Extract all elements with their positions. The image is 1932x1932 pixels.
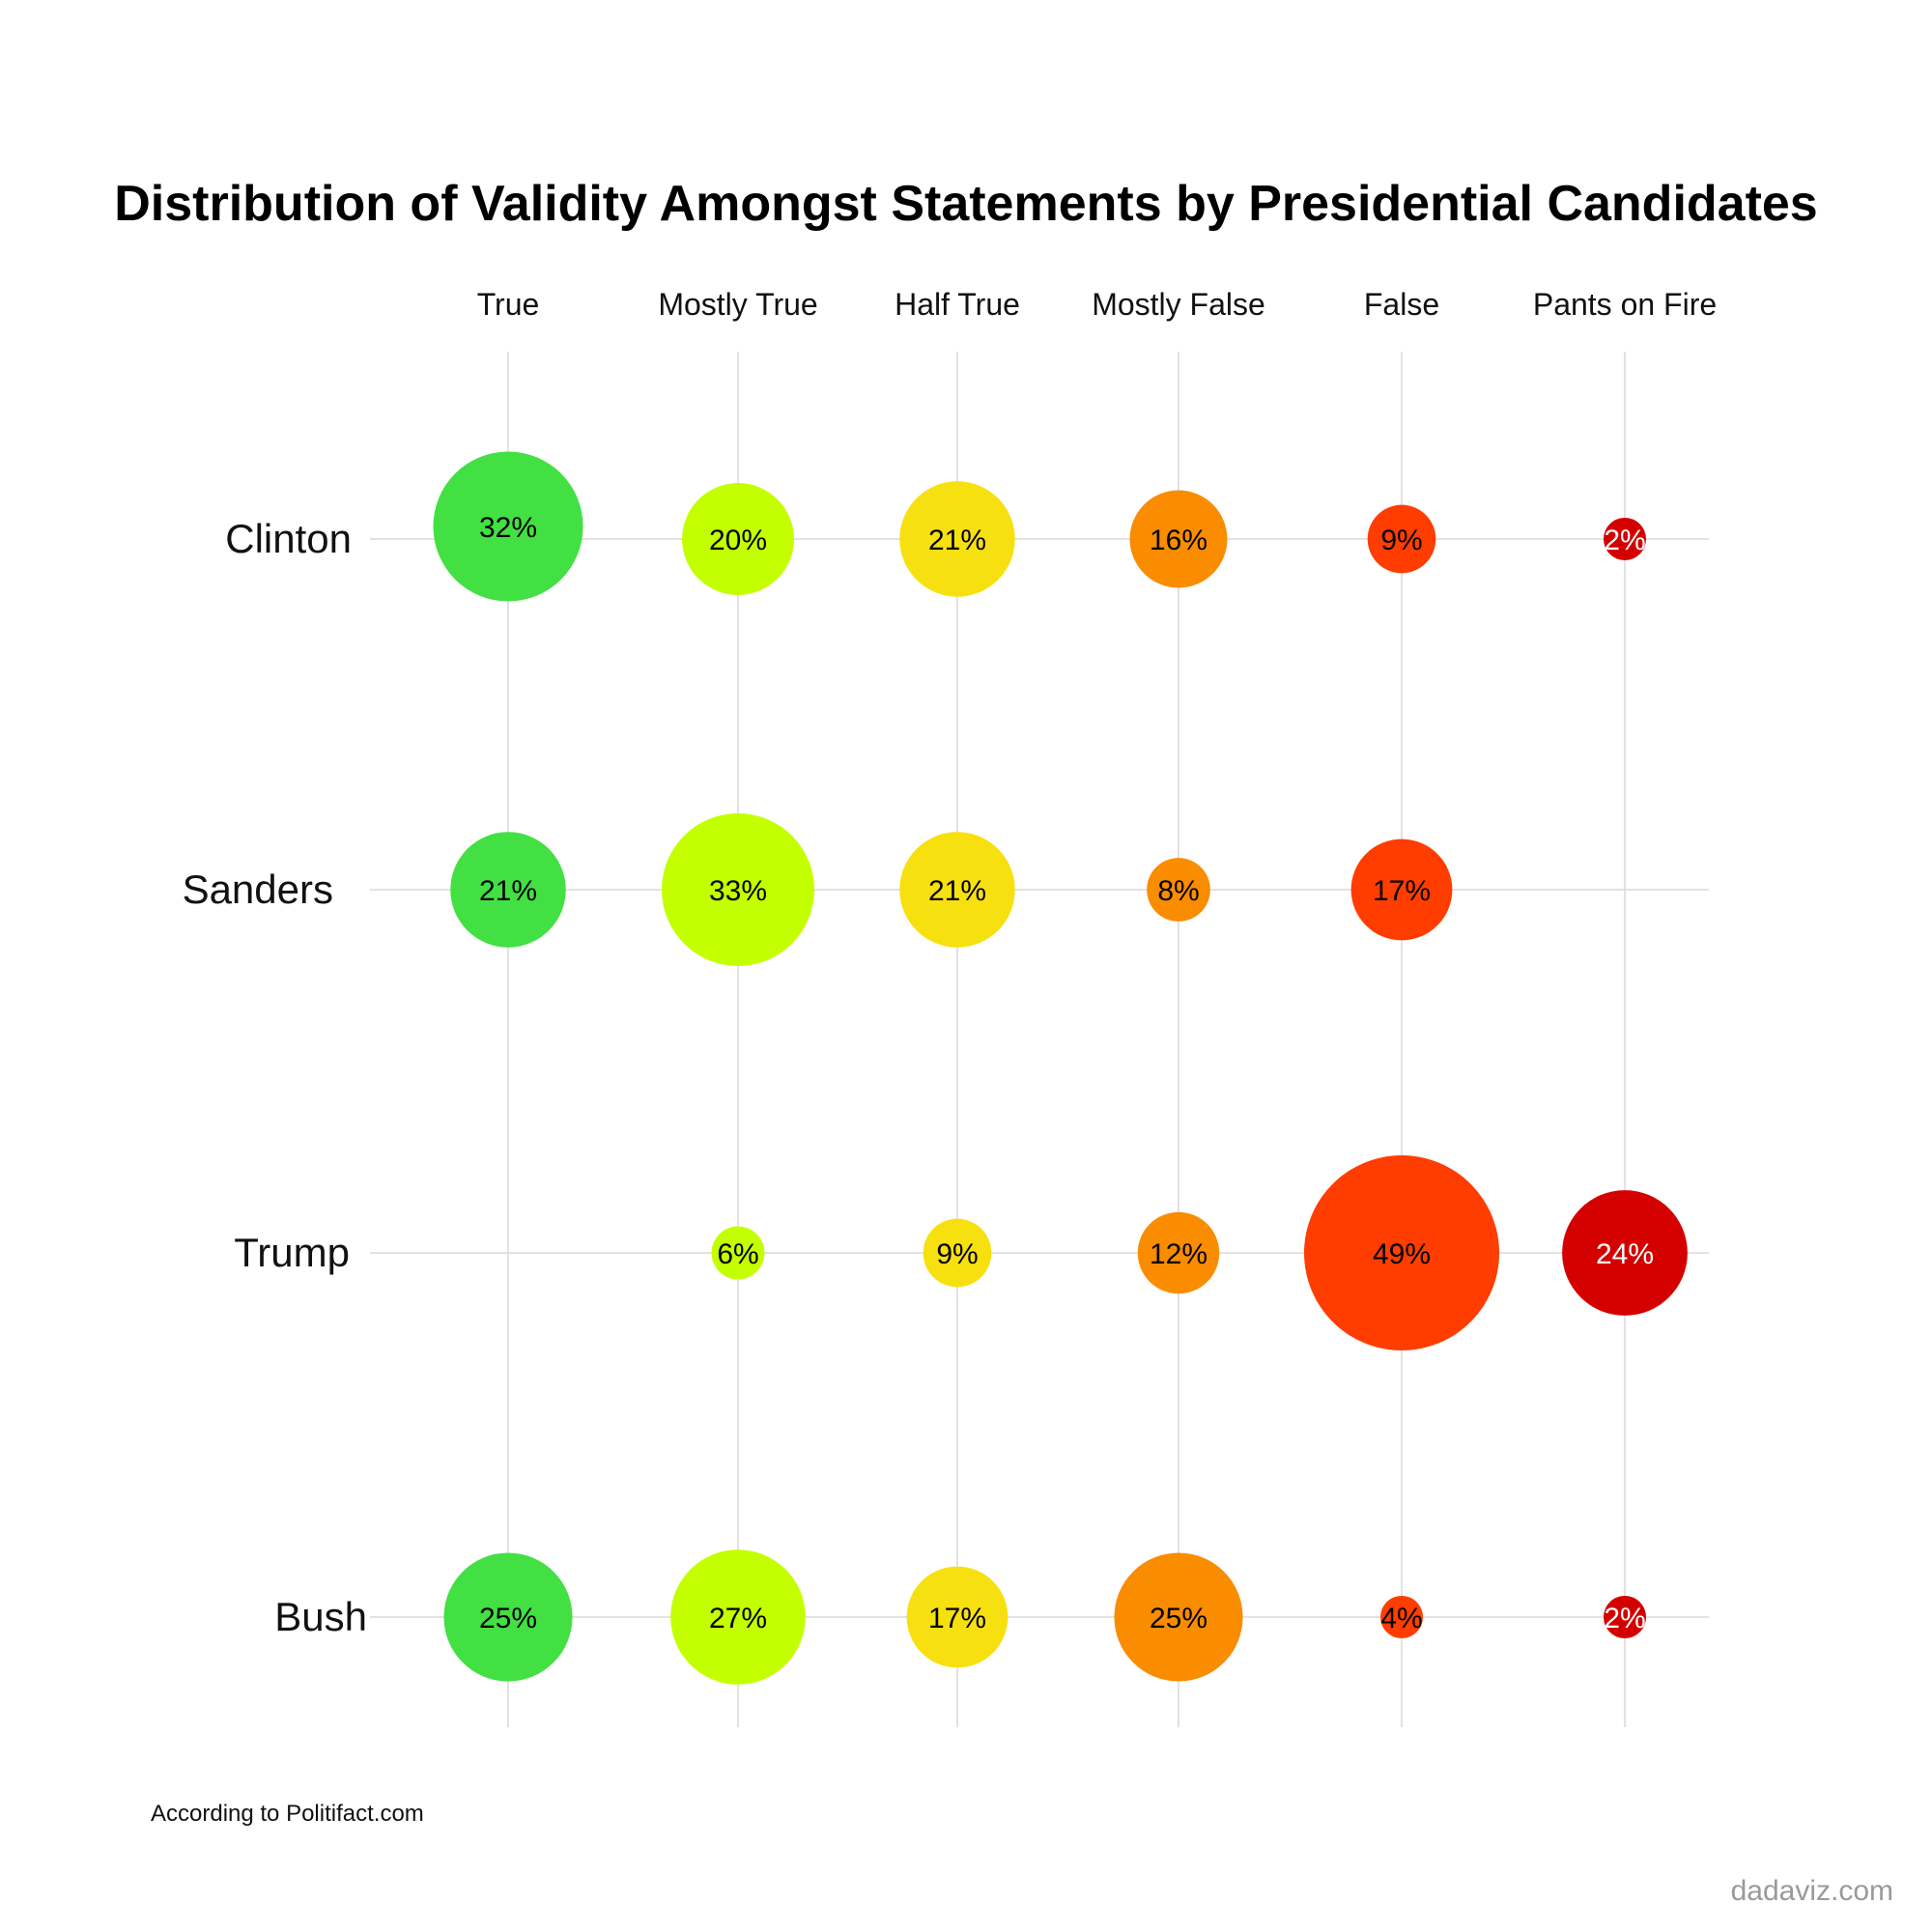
bubble-label: 9% (936, 1238, 978, 1270)
bubble (670, 1549, 806, 1685)
bubble-label: 6% (717, 1238, 758, 1270)
bubble-label: 12% (1150, 1238, 1208, 1270)
chart-title: Distribution of Validity Amongst Stateme… (114, 176, 1817, 232)
bubble (1604, 518, 1646, 560)
bubble (661, 812, 815, 967)
bubble-group: 25% (443, 1552, 573, 1682)
column-header: Mostly False (1092, 287, 1265, 322)
bubble (1350, 838, 1453, 941)
source-note: According to Politifact.com (151, 1801, 424, 1827)
row-header: Sanders (183, 867, 333, 912)
bubble-label: 4% (1380, 1603, 1422, 1634)
bubble (923, 1218, 992, 1288)
bubble-group: 32% (433, 451, 583, 602)
bubble-label: 16% (1150, 525, 1208, 556)
bubble-label: 9% (1380, 525, 1422, 556)
bubble-group: 2% (1604, 518, 1646, 560)
bubble-group: 8% (1147, 858, 1210, 922)
bubble-label: 17% (1373, 875, 1431, 907)
bubble-group: 9% (1367, 504, 1436, 574)
bubble-label: 21% (928, 875, 986, 907)
brand-watermark: dadaviz.com (1731, 1875, 1893, 1907)
column-headers: True Mostly True Half True Mostly False Fals… (477, 287, 1717, 322)
bubble-group: 21% (899, 481, 1015, 597)
bubble-group: 12% (1137, 1211, 1220, 1294)
bubble-label: 2% (1604, 1603, 1645, 1634)
bubble (1562, 1190, 1688, 1316)
bubble (906, 1566, 1009, 1668)
bubble-group: 9% (923, 1218, 992, 1288)
bubble-label: 27% (709, 1603, 767, 1634)
column-header: Mostly True (658, 287, 817, 322)
bubble-label: 21% (928, 525, 986, 556)
bubble (899, 481, 1015, 597)
bubble-group: 27% (670, 1549, 806, 1685)
bubble-label: 33% (709, 875, 767, 907)
bubble-label: 24% (1596, 1238, 1654, 1270)
bubble-group: 25% (1114, 1552, 1243, 1682)
bubble (1304, 1155, 1499, 1350)
bubble-label: 20% (709, 525, 767, 556)
bubble (1367, 504, 1436, 574)
column-header: Pants on Fire (1533, 287, 1717, 322)
bubble-group: 49% (1304, 1155, 1499, 1350)
bubble (711, 1226, 765, 1280)
bubble-group: 20% (682, 483, 794, 595)
bubble-group: 33% (661, 812, 815, 967)
bubble-group: 2% (1604, 1596, 1646, 1638)
bubble-label: 21% (479, 875, 537, 907)
row-header: Clinton (225, 516, 352, 561)
bubble (1380, 1596, 1423, 1638)
bubble-group: 24% (1562, 1190, 1688, 1316)
bubble-group: 21% (899, 832, 1015, 948)
bubble (682, 483, 794, 595)
column-header: True (477, 287, 540, 322)
bubble-label: 49% (1373, 1238, 1431, 1270)
bubble-label: 8% (1157, 875, 1199, 907)
bubble (1604, 1596, 1646, 1638)
bubble-label: 17% (928, 1603, 986, 1634)
row-header: Trump (234, 1230, 350, 1275)
row-header: Bush (274, 1594, 367, 1639)
bubble (1129, 490, 1228, 588)
bubble-group: 6% (711, 1226, 765, 1280)
bubble-label: 2% (1604, 525, 1645, 556)
bubble (443, 1552, 573, 1682)
bubble (899, 832, 1015, 948)
bubble (1147, 858, 1210, 922)
bubble-group: 16% (1129, 490, 1228, 588)
bubble-label: 32% (479, 512, 537, 544)
row-headers: Clinton Sanders Trump Bush (183, 516, 367, 1639)
bubble-label: 25% (1150, 1603, 1208, 1634)
bubble-group: 21% (450, 832, 566, 948)
bubble-group: 17% (906, 1566, 1009, 1668)
bubble-label: 25% (479, 1603, 537, 1634)
column-header: False (1364, 287, 1439, 322)
bubble (1137, 1211, 1220, 1294)
bubble (1114, 1552, 1243, 1682)
bubble-group: 17% (1350, 838, 1453, 941)
bubbles: 32% 20% 21% 16% 9% 2% 21% 33% 21% 8% 17% 6% 9% 12% 49%… (433, 451, 1688, 1685)
bubble (433, 451, 583, 602)
bubble-group: 4% (1380, 1596, 1423, 1638)
column-header: Half True (895, 287, 1020, 322)
bubble (450, 832, 566, 948)
